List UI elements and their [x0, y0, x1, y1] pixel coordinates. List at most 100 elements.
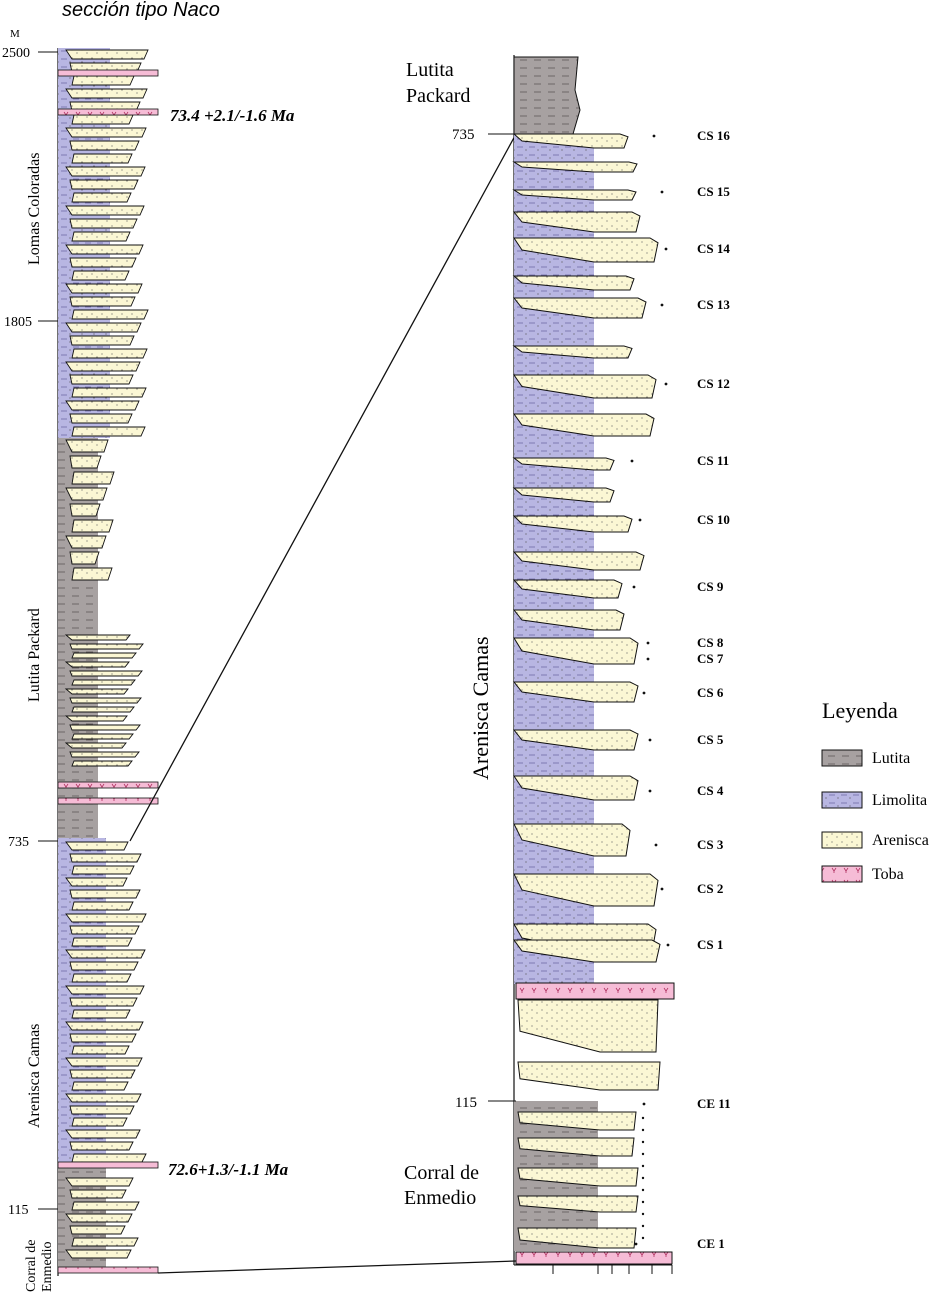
left-bed-toba: [57, 781, 159, 789]
sample-label: CS 9: [697, 579, 724, 594]
left-bed-arenisca: [69, 1069, 136, 1079]
left-bed-arenisca: [64, 688, 129, 695]
left-bed-arenisca: [71, 973, 132, 983]
sample-point: [641, 1164, 645, 1168]
left-bed-arenisca: [71, 192, 132, 203]
sample-labels: CS 16 CS 15 CS 14 CS 13 CS 12 CS 11 CS 10 CS 9 C…: [630, 128, 731, 1251]
right-bed-arenisca: [517, 1061, 661, 1091]
sample-label: CS 14: [697, 241, 730, 256]
left-bed-arenisca: [65, 322, 142, 333]
left-bed-arenisca: [65, 1249, 132, 1259]
sample-point: [654, 843, 658, 847]
legend-swatch-limolita: [821, 791, 863, 809]
right-bed-arenisca: [513, 775, 639, 801]
correlation-line-base: [157, 1260, 517, 1274]
left-bed-arenisca: [65, 244, 144, 255]
left-bed-arenisca: [69, 925, 140, 935]
right-bed-arenisca: [512, 729, 639, 751]
left-bed-arenisca: [69, 179, 139, 190]
left-bed-arenisca: [71, 1237, 139, 1247]
left-bed-arenisca: [69, 889, 141, 899]
left-bed-arenisca: [71, 652, 137, 659]
sample-label: CS 10: [697, 512, 730, 527]
left-bed-arenisca: [69, 218, 138, 229]
left-formation-corral-line2: Enmedio: [40, 1241, 55, 1292]
right-bed-arenisca: [512, 579, 623, 599]
left-bed-arenisca: [69, 1225, 126, 1235]
left-bed-arenisca: [65, 1093, 142, 1103]
legend-label-lutita: Lutita: [872, 750, 910, 767]
left-formation-lomas-coloradas: Lomas Coloradas: [26, 153, 43, 265]
sample-point: [642, 691, 646, 695]
sample-point: [660, 303, 664, 307]
left-bed-arenisca: [71, 1117, 128, 1127]
left-bed-arenisca: [71, 937, 133, 947]
left-bed-arenisca: [69, 1105, 135, 1115]
left-bed-arenisca: [69, 997, 138, 1007]
sample-point: [638, 518, 642, 522]
right-formation-corral-line1: Corral de: [404, 1162, 479, 1184]
sample-point: [630, 459, 634, 463]
right-bed-arenisca: [517, 1195, 639, 1213]
left-bed-arenisca: [69, 455, 102, 469]
right-bed-arenisca: [512, 275, 635, 291]
sample-point: [660, 190, 664, 194]
left-bed-arenisca: [65, 535, 107, 549]
sample-point: [664, 382, 668, 386]
left-bed-arenisca: [65, 949, 146, 959]
left-bed-arenisca: [69, 296, 136, 307]
right-bed-arenisca: [512, 457, 615, 471]
left-bed-arenisca: [71, 1045, 130, 1055]
left-bed-arenisca: [69, 140, 140, 151]
right-bed-arenisca: [513, 939, 661, 963]
left-bed-arenisca: [71, 1201, 140, 1211]
right-bed-arenisca: [512, 211, 641, 233]
sample-label: CS 7: [697, 651, 724, 666]
left-bed-arenisca: [65, 985, 145, 995]
left-bed-arenisca: [65, 1213, 133, 1223]
left-bed-arenisca: [64, 715, 128, 722]
left-bed-arenisca: [69, 1189, 127, 1199]
left-bed-arenisca: [65, 400, 140, 411]
left-bed-arenisca: [69, 551, 100, 565]
left-bed-arenisca: [69, 335, 135, 346]
legend-title: Leyenda: [822, 698, 898, 723]
sample-point: [641, 1140, 645, 1144]
left-tick-1805: 1805: [4, 315, 32, 330]
right-column: 735 115 Lutita Packard Arenisca Camas Co…: [404, 55, 731, 1274]
left-bed-arenisca: [64, 742, 127, 749]
left-column: 2500 1805 735 115 Lomas Coloradas Lutita…: [2, 46, 295, 1292]
left-bed-arenisca: [65, 877, 128, 887]
sample-label: CS 13: [697, 297, 730, 312]
right-bed-arenisca: [513, 413, 655, 437]
right-bed-arenisca: [512, 551, 645, 571]
left-bed-arenisca: [71, 114, 134, 125]
left-tick-2500: 2500: [2, 46, 30, 61]
legend-label-toba: Toba: [872, 866, 904, 883]
left-bed-toba: [57, 108, 159, 116]
left-bed-toba: [57, 1266, 159, 1274]
correlation-line-735: [129, 133, 517, 842]
sample-point: [641, 1200, 645, 1204]
right-formation-corral-line2: Enmedio: [404, 1187, 476, 1209]
left-bed-arenisca: [65, 487, 108, 501]
left-bed-arenisca: [65, 1057, 143, 1067]
left-bed-arenisca: [71, 901, 134, 911]
left-column-beds: [57, 48, 159, 1274]
right-bed-arenisca: [517, 1111, 637, 1131]
left-bed-arenisca: [65, 283, 143, 294]
sample-point: [632, 585, 636, 589]
right-formation-arenisca-camas: Arenisca Camas: [468, 636, 493, 780]
left-bed-arenisca: [65, 205, 145, 216]
sample-point: [648, 789, 652, 793]
left-bed-arenisca: [69, 1033, 137, 1043]
right-column-beds: [512, 56, 675, 1265]
left-bed-arenisca: [64, 634, 131, 641]
legend-swatch-lutita: [821, 749, 863, 767]
right-tick-735: 735: [452, 127, 475, 143]
sample-point: [652, 134, 656, 138]
left-bed-arenisca: [65, 127, 147, 138]
left-formation-corral-line1: Corral de: [24, 1240, 39, 1292]
sample-label: CS 6: [697, 685, 724, 700]
